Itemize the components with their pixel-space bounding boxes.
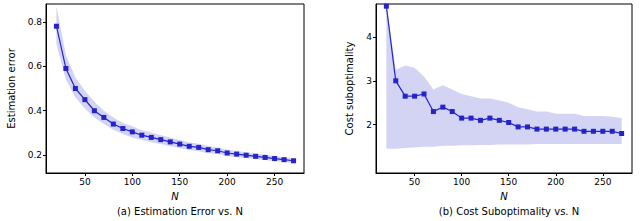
svg-text:250: 250 [266,177,283,187]
svg-text:0.6: 0.6 [28,61,43,71]
svg-text:4: 4 [366,32,372,42]
svg-text:250: 250 [594,177,611,187]
svg-text:0.2: 0.2 [28,150,42,160]
svg-text:150: 150 [171,177,188,187]
svg-text:200: 200 [219,177,236,187]
svg-text:100: 100 [453,177,470,187]
svg-text:(b) Cost Suboptimality vs. N: (b) Cost Suboptimality vs. N [439,206,579,217]
svg-text:150: 150 [500,177,517,187]
svg-text:N: N [171,191,179,202]
svg-text:3: 3 [366,76,372,86]
svg-text:N: N [500,191,508,202]
svg-text:Cost suboptimality: Cost suboptimality [344,42,355,136]
svg-text:100: 100 [124,177,141,187]
svg-text:0.8: 0.8 [28,17,43,27]
svg-text:50: 50 [409,177,421,187]
svg-text:0.4: 0.4 [28,106,43,116]
svg-text:50: 50 [79,177,91,187]
svg-text:(a) Estimation Error vs. N: (a) Estimation Error vs. N [117,206,243,217]
svg-text:Estimation error: Estimation error [6,47,17,129]
svg-text:2: 2 [366,120,372,130]
svg-text:200: 200 [547,177,564,187]
